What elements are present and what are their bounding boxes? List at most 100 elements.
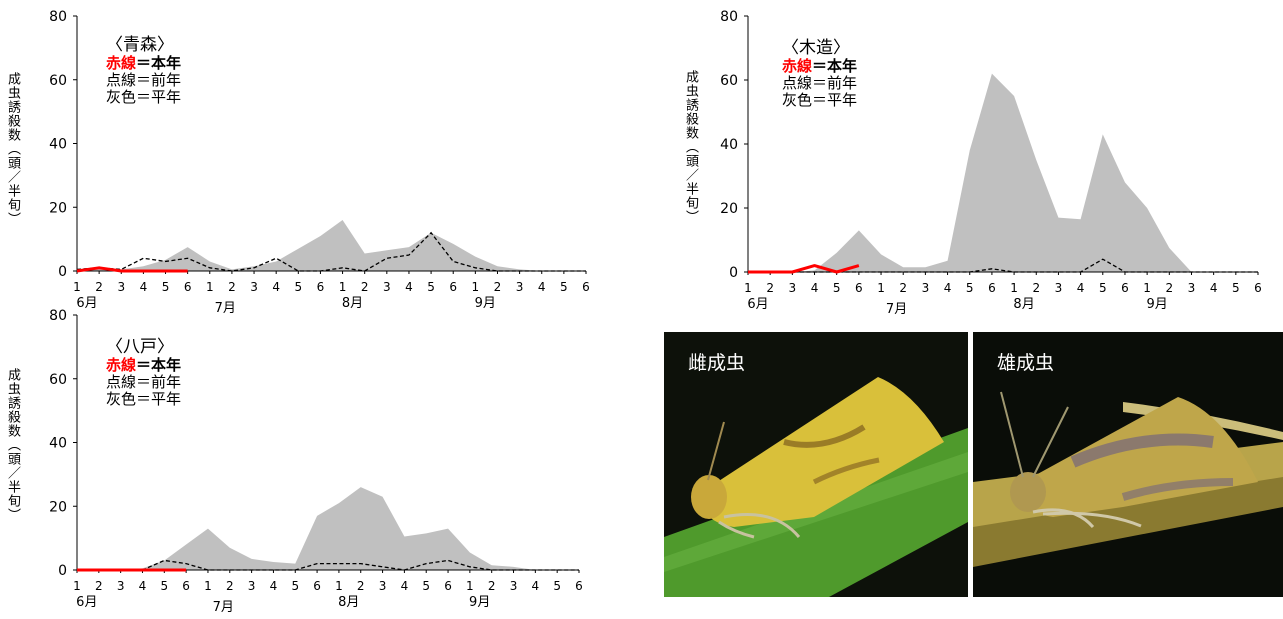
photo-male-moth: 雄成虫 — [973, 332, 1283, 597]
y-tick-label: 60 — [49, 73, 67, 89]
x-tick-label: 4 — [401, 579, 409, 593]
x-tick-label: 3 — [248, 579, 256, 593]
month-label: 6月 — [76, 595, 97, 610]
x-tick-label: 6 — [182, 579, 190, 593]
x-tick-label: 6 — [988, 281, 996, 295]
x-tick-label: 2 — [228, 280, 236, 294]
x-tick-label: 1 — [1143, 281, 1151, 295]
x-tick-label: 1 — [466, 579, 474, 593]
x-tick-label: 1 — [1010, 281, 1018, 295]
x-tick-label: 1 — [73, 579, 81, 593]
legend-gray: 灰色＝平年 — [106, 390, 182, 408]
moth-wing-marking — [812, 457, 880, 485]
current-year-line — [76, 266, 188, 273]
x-tick-label: 1 — [335, 579, 343, 593]
x-tick-label: 4 — [944, 281, 952, 295]
photo-caption: 雌成虫 — [688, 352, 746, 374]
x-tick-label: 5 — [291, 579, 299, 593]
month-label: 7月 — [213, 600, 234, 615]
current-year-line — [748, 264, 860, 274]
x-tick-label: 6 — [317, 280, 325, 294]
legend-red-word: 赤線 — [106, 356, 137, 374]
previous-year-line — [76, 231, 586, 272]
x-tick-label: 5 — [162, 280, 170, 294]
y-tick-label: 60 — [49, 372, 67, 388]
moth-head — [691, 475, 727, 519]
moth-antenna — [1032, 406, 1069, 478]
y-axis-label: 成虫誘殺数（頭／半旬） — [5, 368, 20, 522]
x-tick-label: 6 — [444, 579, 452, 593]
x-tick-label: 3 — [379, 579, 387, 593]
x-tick-label: 3 — [922, 281, 930, 295]
x-tick-label: 3 — [516, 280, 524, 294]
month-label: 9月 — [1146, 297, 1167, 312]
x-tick-label: 3 — [117, 280, 125, 294]
x-tick-label: 2 — [95, 280, 103, 294]
y-tick-label: 40 — [720, 137, 738, 153]
month-label: 7月 — [215, 301, 236, 316]
y-tick-label: 20 — [720, 201, 738, 217]
y-tick-label: 80 — [49, 308, 67, 324]
x-tick-label: 4 — [139, 579, 147, 593]
month-label: 6月 — [747, 297, 768, 312]
chart-title: 〈木造〉 — [782, 38, 850, 58]
y-tick-label: 80 — [720, 9, 738, 25]
moth-wing-marking — [783, 424, 866, 448]
x-tick-label: 3 — [789, 281, 797, 295]
x-tick-label: 4 — [532, 579, 540, 593]
legend-red-word: 赤線 — [106, 54, 137, 72]
chart-hachinohe: 成虫誘殺数（頭／半旬） 0 20 40 60 80 1 2 3 4 5 6 1 2 3 4 5 6 1 2 3 4 5 6 1… — [0, 302, 610, 619]
previous-year-line — [77, 559, 579, 571]
month-label: 8月 — [338, 595, 359, 610]
legend-gray: 灰色＝平年 — [782, 91, 858, 109]
x-tick-label: 1 — [204, 579, 212, 593]
legend-red-rest: ＝本年 — [812, 57, 858, 75]
y-tick-label: 20 — [49, 499, 67, 515]
moth-wing-marking — [1121, 478, 1234, 501]
moth-antenna — [1000, 391, 1024, 478]
x-tick-label: 6 — [855, 281, 863, 295]
legend-red-rest: ＝本年 — [136, 54, 182, 72]
x-tick-label: 5 — [833, 281, 841, 295]
x-tick-label: 3 — [383, 280, 391, 294]
moth-leg — [1042, 511, 1142, 528]
x-tick-label: 2 — [1165, 281, 1173, 295]
moth-wing-marking — [1070, 433, 1214, 468]
moth-leg — [723, 513, 801, 538]
x-tick-label: 6 — [184, 280, 192, 294]
chart-kizukuri: 成虫誘殺数（頭／半旬） 0 20 40 60 80 1 2 3 4 5 6 1 2 3 4 5 6 1 2 3 4 5 6 1… — [670, 0, 1283, 322]
month-label: 9月 — [475, 296, 496, 311]
photo-caption: 雄成虫 — [997, 352, 1055, 374]
y-tick-label: 40 — [49, 137, 67, 153]
y-axis-label: 成虫誘殺数（頭／半旬） — [683, 70, 698, 224]
moth-leg — [718, 520, 755, 539]
chart-legend: 〈青森〉 赤線＝本年 点線＝前年 灰色＝平年 — [106, 36, 181, 106]
x-tick-label: 1 — [877, 281, 885, 295]
x-tick-label: 2 — [1032, 281, 1040, 295]
x-tick-label: 4 — [405, 280, 413, 294]
male-moth-illustration — [973, 332, 1283, 597]
normal-year-area — [77, 220, 586, 271]
x-tick-label: 2 — [361, 280, 369, 294]
legend-red-rest: ＝本年 — [136, 356, 182, 374]
x-tick-label: 4 — [538, 280, 546, 294]
chart-aomori: 成虫誘殺数（頭／半旬） 0 20 40 60 80 1 2 3 4 5 6 1 2 3 4 5 6 1 2 3 4 5 6 1… — [0, 0, 610, 318]
moth-antenna — [707, 421, 725, 481]
x-tick-label: 2 — [494, 280, 502, 294]
x-tick-label: 3 — [250, 280, 258, 294]
normal-year-area — [77, 487, 579, 570]
photo-female-moth: 雌成虫 — [664, 332, 968, 597]
x-tick-label: 5 — [160, 579, 168, 593]
legend-red-word: 赤線 — [782, 57, 813, 75]
y-tick-label: 80 — [49, 9, 67, 25]
moth-head — [1010, 472, 1046, 512]
x-tick-label: 1 — [206, 280, 214, 294]
legend-gray: 灰色＝平年 — [106, 88, 182, 106]
x-tick-label: 6 — [313, 579, 321, 593]
x-tick-label: 5 — [294, 280, 302, 294]
x-tick-label: 6 — [449, 280, 457, 294]
x-tick-label: 5 — [422, 579, 430, 593]
